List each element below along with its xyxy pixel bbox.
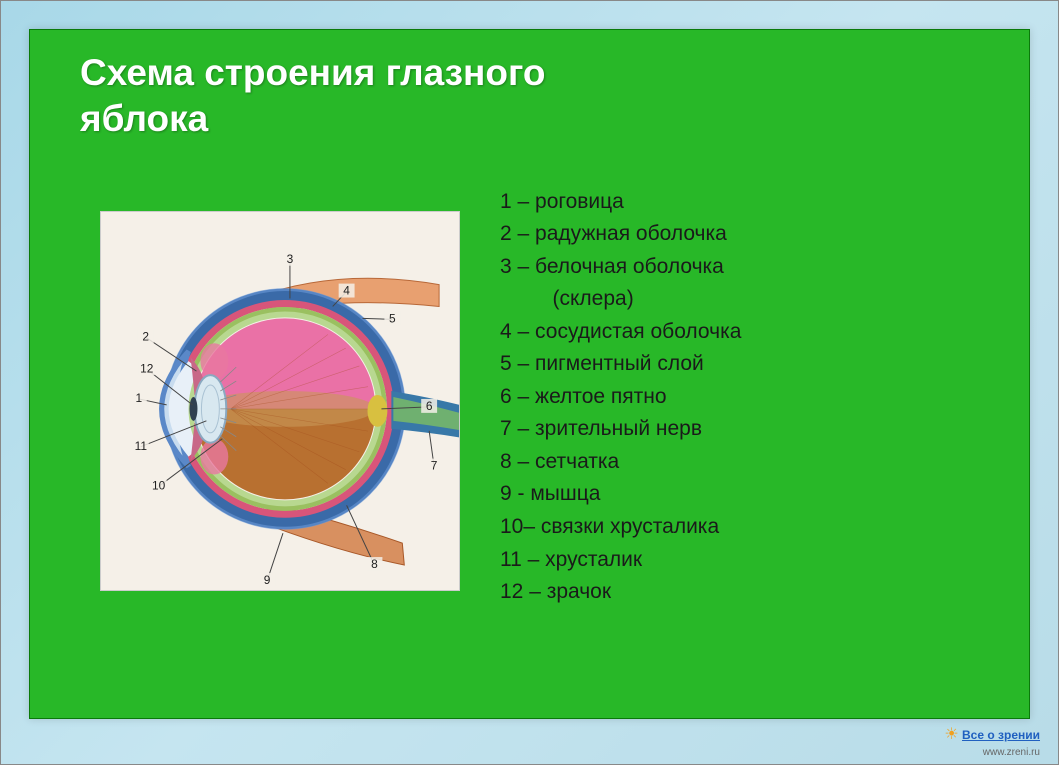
svg-text:8: 8 xyxy=(371,557,378,571)
label-item: 12 – зрачок xyxy=(500,576,999,609)
label-item: 5 – пигментный слой xyxy=(500,348,999,381)
slide-header: Схема строения глазногояблока xyxy=(30,30,1029,161)
label-item: 4 – сосудистая оболочка xyxy=(500,316,999,349)
svg-text:9: 9 xyxy=(264,573,271,587)
svg-text:5: 5 xyxy=(389,311,396,325)
label-item: 1 – роговица xyxy=(500,186,999,219)
label-item: 10– связки хрусталика xyxy=(500,511,999,544)
label-item: 3 – белочная оболочка xyxy=(500,251,999,284)
svg-text:3: 3 xyxy=(287,251,294,265)
svg-text:6: 6 xyxy=(426,399,433,413)
svg-text:2: 2 xyxy=(142,329,149,343)
label-item: (склера) xyxy=(500,283,999,316)
slide-title: Схема строения глазногояблока xyxy=(80,50,979,143)
slide-content: 123456789101112 1 – роговица2 – радужная… xyxy=(30,161,1029,629)
label-item: 9 - мышца xyxy=(500,478,999,511)
label-item: 6 – желтое пятно xyxy=(500,381,999,414)
svg-text:10: 10 xyxy=(152,478,166,492)
svg-text:7: 7 xyxy=(431,458,438,472)
svg-text:11: 11 xyxy=(135,438,148,452)
svg-text:12: 12 xyxy=(140,361,154,375)
labels-list: 1 – роговица2 – радужная оболочка3 – бел… xyxy=(500,171,999,609)
svg-text:4: 4 xyxy=(343,283,350,297)
slide-frame: Схема строения глазногояблока 1234567891… xyxy=(29,29,1030,719)
eye-diagram-container: 123456789101112 xyxy=(100,211,460,591)
label-item: 8 – сетчатка xyxy=(500,446,999,479)
logo-url: www.zreni.ru xyxy=(983,747,1040,758)
site-logo: ☀ Все о зрении www.zreni.ru xyxy=(944,724,1040,758)
label-item: 11 – хрусталик xyxy=(500,544,999,577)
eye-diagram-svg: 123456789101112 xyxy=(101,212,459,590)
label-item: 2 – радужная оболочка xyxy=(500,218,999,251)
logo-icon: ☀ xyxy=(944,726,958,743)
label-item: 7 – зрительный нерв xyxy=(500,413,999,446)
logo-text: Все о зрении xyxy=(962,728,1040,742)
svg-text:1: 1 xyxy=(135,391,142,405)
